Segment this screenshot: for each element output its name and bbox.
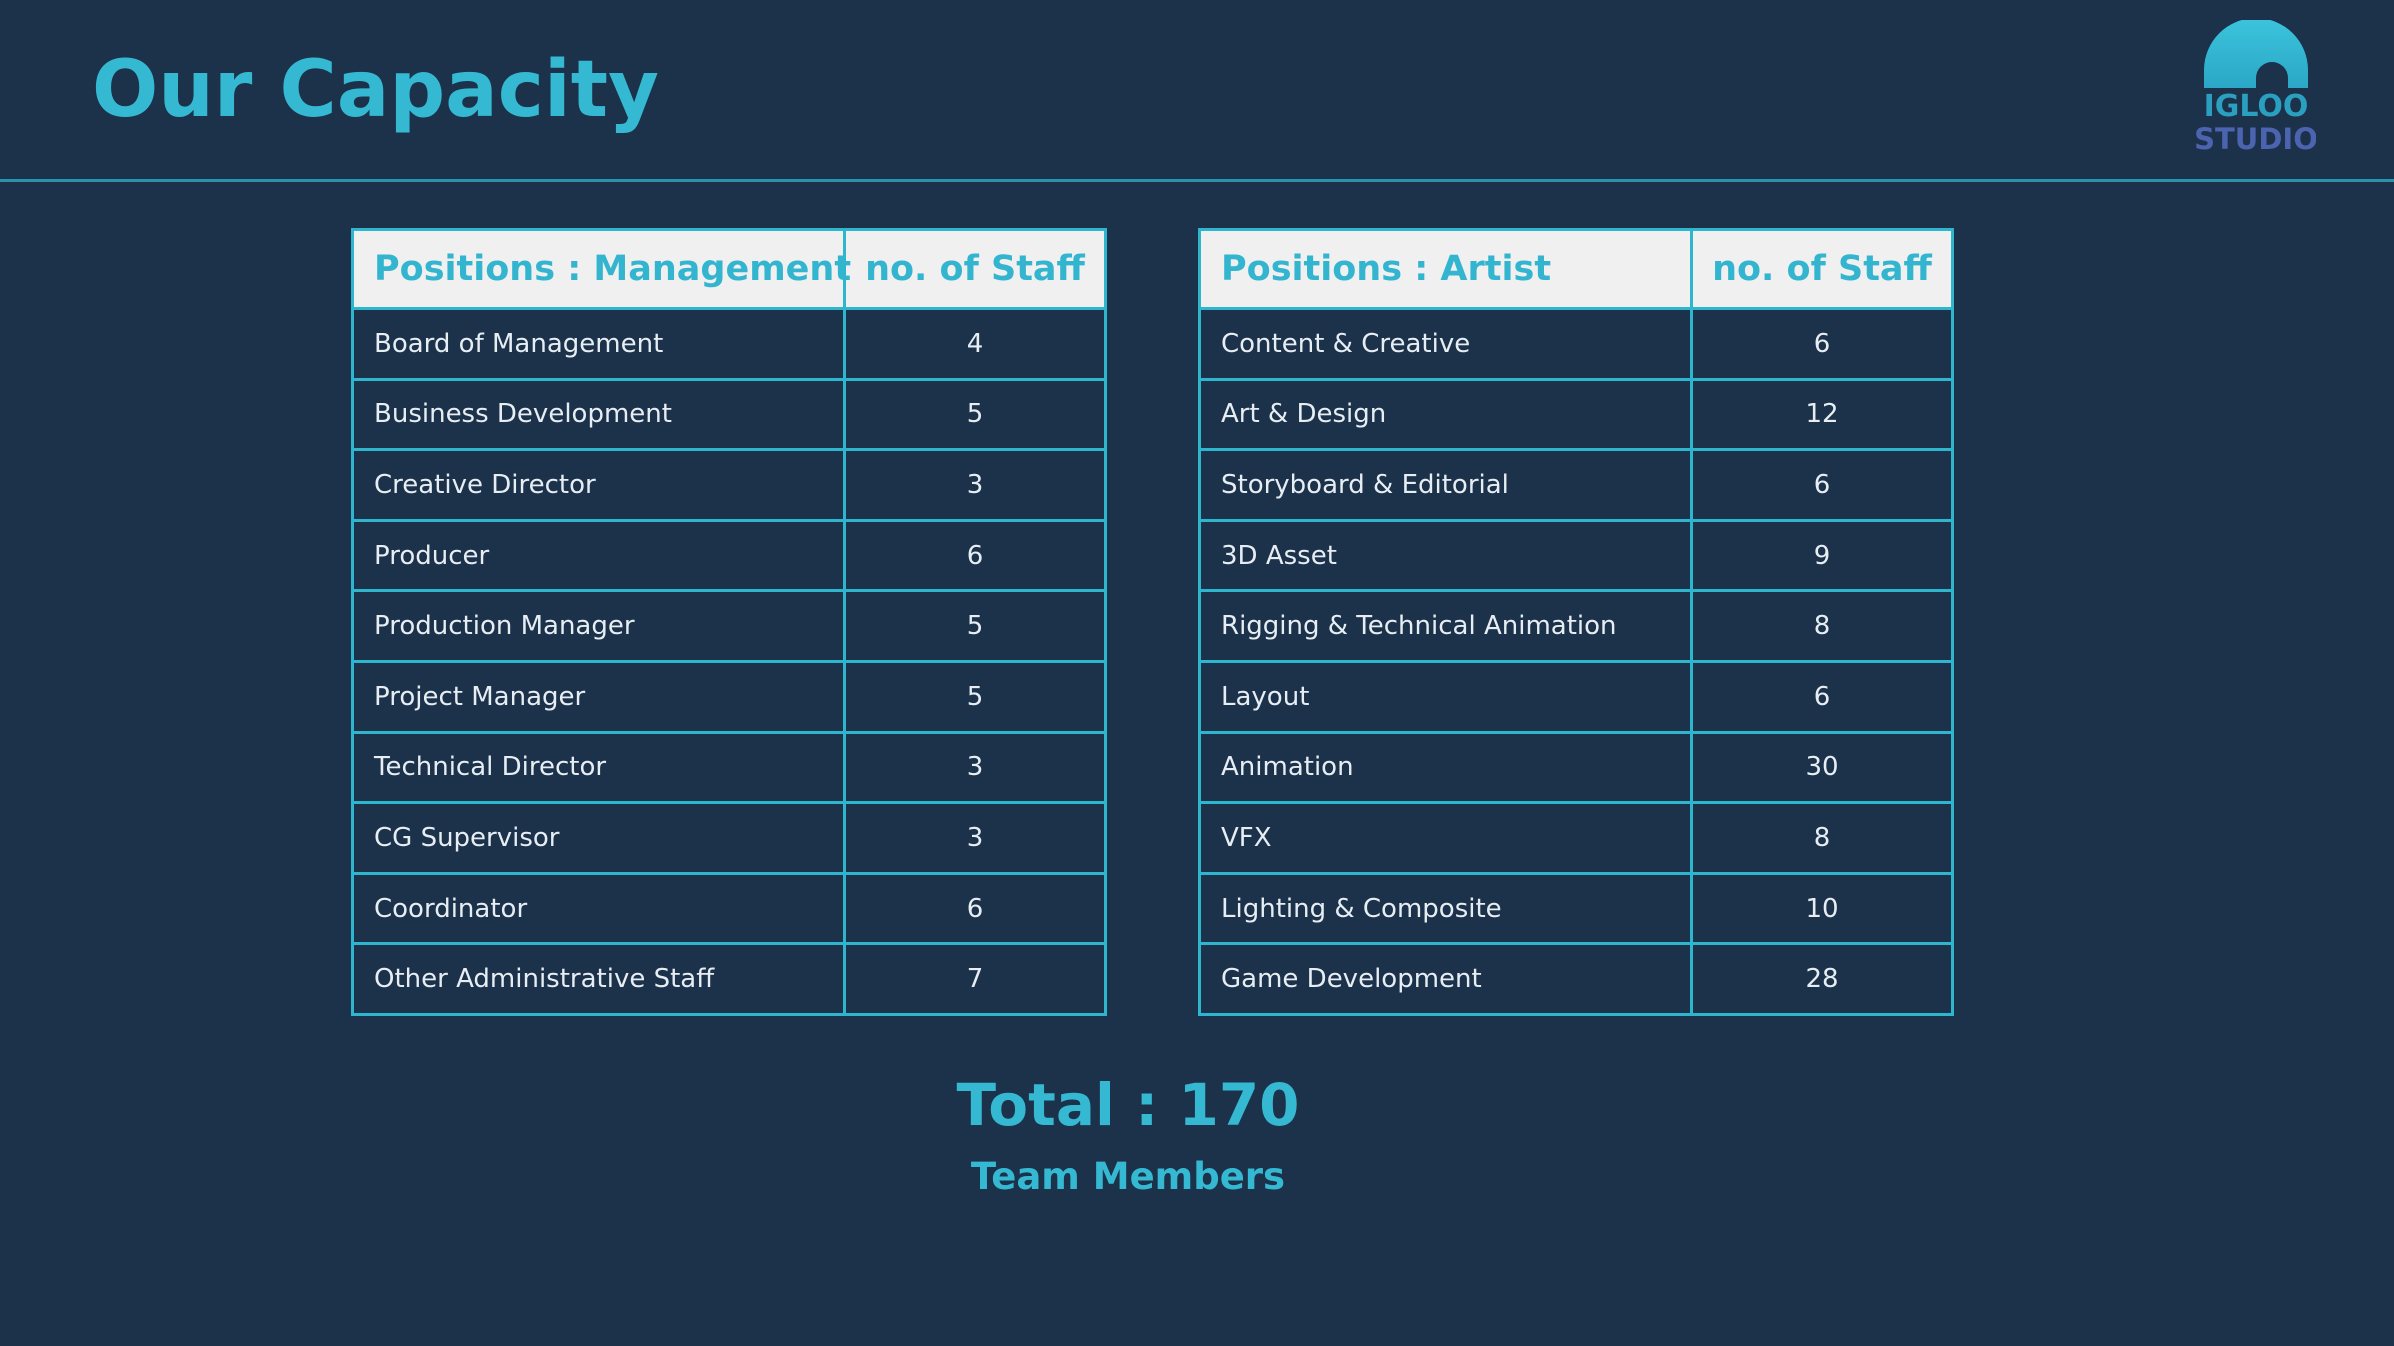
table-row: Creative Director 3 <box>351 448 1107 522</box>
table-row: VFX 8 <box>1198 801 1954 875</box>
position-cell: 3D Asset <box>1198 518 1693 593</box>
position-cell: Creative Director <box>351 448 846 522</box>
logo-word-studio: STUDIO <box>2196 122 2316 156</box>
table-row: Rigging & Technical Animation 8 <box>1198 589 1954 663</box>
staff-count-cell: 8 <box>1690 801 1954 875</box>
staff-count-cell: 3 <box>843 730 1107 805</box>
column-header-staff: no. of Staff <box>843 228 1107 310</box>
position-cell: Technical Director <box>351 730 846 805</box>
position-cell: Game Development <box>1198 942 1693 1016</box>
column-header-staff: no. of Staff <box>1690 228 1954 310</box>
table-header-row: Positions : Management no. of Staff <box>351 228 1107 310</box>
table-row: 3D Asset 9 <box>1198 518 1954 593</box>
table-row: Lighting & Composite 10 <box>1198 871 1954 946</box>
staff-count-cell: 12 <box>1690 377 1954 452</box>
staff-count-cell: 6 <box>1690 307 1954 381</box>
total-count: Total : 170 <box>956 1071 1300 1139</box>
position-cell: Art & Design <box>1198 377 1693 452</box>
position-cell: Content & Creative <box>1198 307 1693 381</box>
staff-count-cell: 10 <box>1690 871 1954 946</box>
staff-count-cell: 6 <box>843 518 1107 593</box>
position-cell: VFX <box>1198 801 1693 875</box>
position-cell: Animation <box>1198 730 1693 805</box>
staff-count-cell: 6 <box>1690 448 1954 522</box>
table-row: Layout 6 <box>1198 659 1954 734</box>
staff-count-cell: 6 <box>843 871 1107 946</box>
table-row: Animation 30 <box>1198 730 1954 805</box>
artist-table: Positions : Artist no. of Staff Content … <box>1198 228 1954 1016</box>
position-cell: Other Administrative Staff <box>351 942 846 1016</box>
staff-count-cell: 9 <box>1690 518 1954 593</box>
table-row: Other Administrative Staff 7 <box>351 942 1107 1016</box>
position-cell: Project Manager <box>351 659 846 734</box>
table-header-row: Positions : Artist no. of Staff <box>1198 228 1954 310</box>
logo-word-igloo: IGLOO <box>2204 89 2309 124</box>
table-row: Technical Director 3 <box>351 730 1107 805</box>
staff-count-cell: 4 <box>843 307 1107 381</box>
table-row: Board of Management 4 <box>351 307 1107 381</box>
position-cell: Storyboard & Editorial <box>1198 448 1693 522</box>
position-cell: Producer <box>351 518 846 593</box>
position-cell: Rigging & Technical Animation <box>1198 589 1693 663</box>
position-cell: Board of Management <box>351 307 846 381</box>
position-cell: Production Manager <box>351 589 846 663</box>
table-row: Art & Design 12 <box>1198 377 1954 452</box>
staff-count-cell: 3 <box>843 448 1107 522</box>
position-cell: Business Development <box>351 377 846 452</box>
staff-count-cell: 5 <box>843 659 1107 734</box>
staff-count-cell: 5 <box>843 589 1107 663</box>
header-divider <box>0 179 2394 182</box>
igloo-studio-logo: IGLOO STUDIO <box>2194 18 2318 160</box>
staff-count-cell: 30 <box>1690 730 1954 805</box>
management-table: Positions : Management no. of Staff Boar… <box>351 228 1107 1016</box>
staff-count-cell: 3 <box>843 801 1107 875</box>
table-row: Content & Creative 6 <box>1198 307 1954 381</box>
staff-count-cell: 8 <box>1690 589 1954 663</box>
position-cell: Coordinator <box>351 871 846 946</box>
table-row: Business Development 5 <box>351 377 1107 452</box>
table-row: Coordinator 6 <box>351 871 1107 946</box>
table-row: Producer 6 <box>351 518 1107 593</box>
staff-count-cell: 5 <box>843 377 1107 452</box>
column-header-position: Positions : Artist <box>1198 228 1693 310</box>
column-header-position: Positions : Management <box>351 228 851 310</box>
staff-count-cell: 7 <box>843 942 1107 1016</box>
staff-count-cell: 6 <box>1690 659 1954 734</box>
position-cell: CG Supervisor <box>351 801 846 875</box>
position-cell: Layout <box>1198 659 1693 734</box>
staff-count-cell: 28 <box>1690 942 1954 1016</box>
total-caption: Team Members <box>970 1155 1286 1198</box>
position-cell: Lighting & Composite <box>1198 871 1693 946</box>
table-row: Project Manager 5 <box>351 659 1107 734</box>
table-row: CG Supervisor 3 <box>351 801 1107 875</box>
table-row: Production Manager 5 <box>351 589 1107 663</box>
page-title: Our Capacity <box>92 45 659 135</box>
table-row: Storyboard & Editorial 6 <box>1198 448 1954 522</box>
table-row: Game Development 28 <box>1198 942 1954 1016</box>
